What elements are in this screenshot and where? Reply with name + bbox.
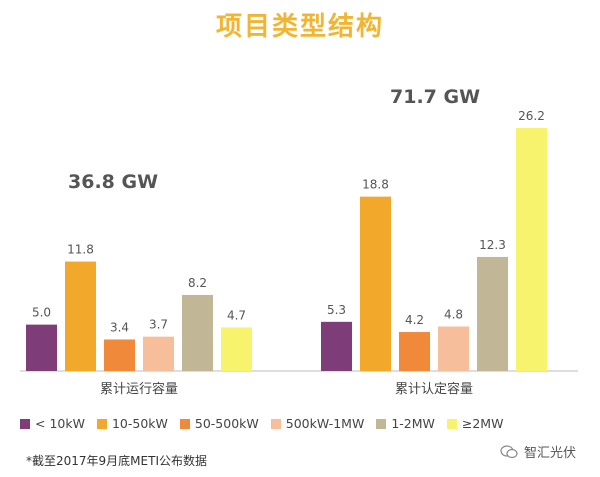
bar bbox=[26, 324, 57, 371]
legend-swatch bbox=[20, 418, 30, 429]
watermark-text: 智汇光伏 bbox=[524, 446, 577, 461]
legend-label: < 10kW bbox=[35, 416, 85, 431]
bar bbox=[477, 256, 508, 371]
data-label: 4.7 bbox=[227, 308, 246, 322]
bar bbox=[399, 332, 430, 371]
legend-item: 1-2MW bbox=[376, 416, 435, 431]
legend-swatch bbox=[446, 418, 457, 429]
legend-item: < 10kW bbox=[20, 416, 85, 431]
legend-item: ≥2MW bbox=[446, 416, 504, 431]
legend-swatch bbox=[179, 418, 190, 429]
data-label: 18.8 bbox=[362, 178, 389, 192]
bar bbox=[65, 261, 96, 371]
data-label: 5.0 bbox=[32, 306, 51, 320]
bar bbox=[438, 326, 469, 371]
bar bbox=[182, 294, 213, 371]
footnote: *截至2017年9月底METI公布数据 bbox=[26, 454, 207, 468]
bar bbox=[221, 327, 252, 371]
legend-label: 50-500kW bbox=[194, 416, 259, 431]
bar bbox=[516, 128, 547, 371]
chart-legend: < 10kW 10-50kW 50-500kW 500kW-1MW 1-2MW ≥2MW bbox=[20, 416, 503, 431]
chart-title: 项目类型结构 bbox=[215, 12, 384, 42]
data-label: 5.3 bbox=[327, 303, 346, 317]
data-label: 3.7 bbox=[149, 318, 168, 332]
data-label: 12.3 bbox=[479, 238, 506, 252]
legend-label: 500kW-1MW bbox=[285, 416, 365, 431]
wechat-icon bbox=[500, 444, 518, 458]
legend-swatch bbox=[376, 418, 387, 429]
legend-item: 500kW-1MW bbox=[270, 416, 365, 431]
data-label: 4.2 bbox=[405, 313, 424, 327]
legend-label: 1-2MW bbox=[391, 416, 435, 431]
group-total-label: 71.7 GW bbox=[390, 86, 480, 108]
data-label: 26.2 bbox=[518, 109, 545, 123]
category-label: 累计运行容量 bbox=[100, 381, 178, 397]
data-label: 11.8 bbox=[67, 243, 94, 257]
bar bbox=[143, 336, 174, 371]
bar bbox=[104, 339, 135, 371]
bar bbox=[360, 196, 391, 371]
watermark: 智汇光伏 bbox=[500, 442, 576, 461]
data-label: 4.8 bbox=[444, 307, 463, 321]
legend-label: ≥2MW bbox=[461, 416, 504, 431]
legend-item: 50-500kW bbox=[179, 416, 259, 431]
legend-swatch bbox=[96, 418, 107, 429]
data-label: 8.2 bbox=[188, 276, 207, 290]
data-label: 3.4 bbox=[110, 320, 129, 334]
legend-label: 10-50kW bbox=[111, 416, 168, 431]
group-total-label: 36.8 GW bbox=[68, 171, 158, 193]
category-label: 累计认定容量 bbox=[395, 381, 473, 397]
legend-item: 10-50kW bbox=[96, 416, 168, 431]
legend-swatch bbox=[270, 418, 281, 429]
bar bbox=[321, 321, 352, 371]
